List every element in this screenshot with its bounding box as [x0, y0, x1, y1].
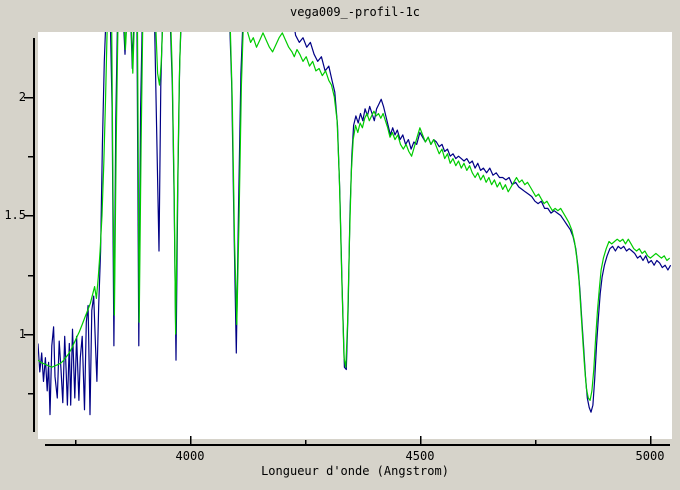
spectrum-series-green [38, 32, 671, 401]
chart-title: vega009_-profil-1c [289, 5, 421, 19]
x-tick-label: 5000 [635, 449, 665, 463]
x-axis-line [45, 444, 670, 446]
axis-ticks [24, 96, 652, 444]
y-axis-line [33, 38, 35, 432]
x-axis-label: Longueur d'onde (Angstrom) [261, 464, 449, 478]
y-tick-label: 1.5 [4, 208, 26, 222]
y-tick-label: 2 [18, 90, 26, 104]
x-tick-label: 4000 [175, 449, 205, 463]
plot-area [38, 32, 672, 439]
x-tick-label: 4500 [405, 449, 435, 463]
y-tick-label: 1 [18, 327, 26, 341]
series-group [38, 32, 672, 416]
